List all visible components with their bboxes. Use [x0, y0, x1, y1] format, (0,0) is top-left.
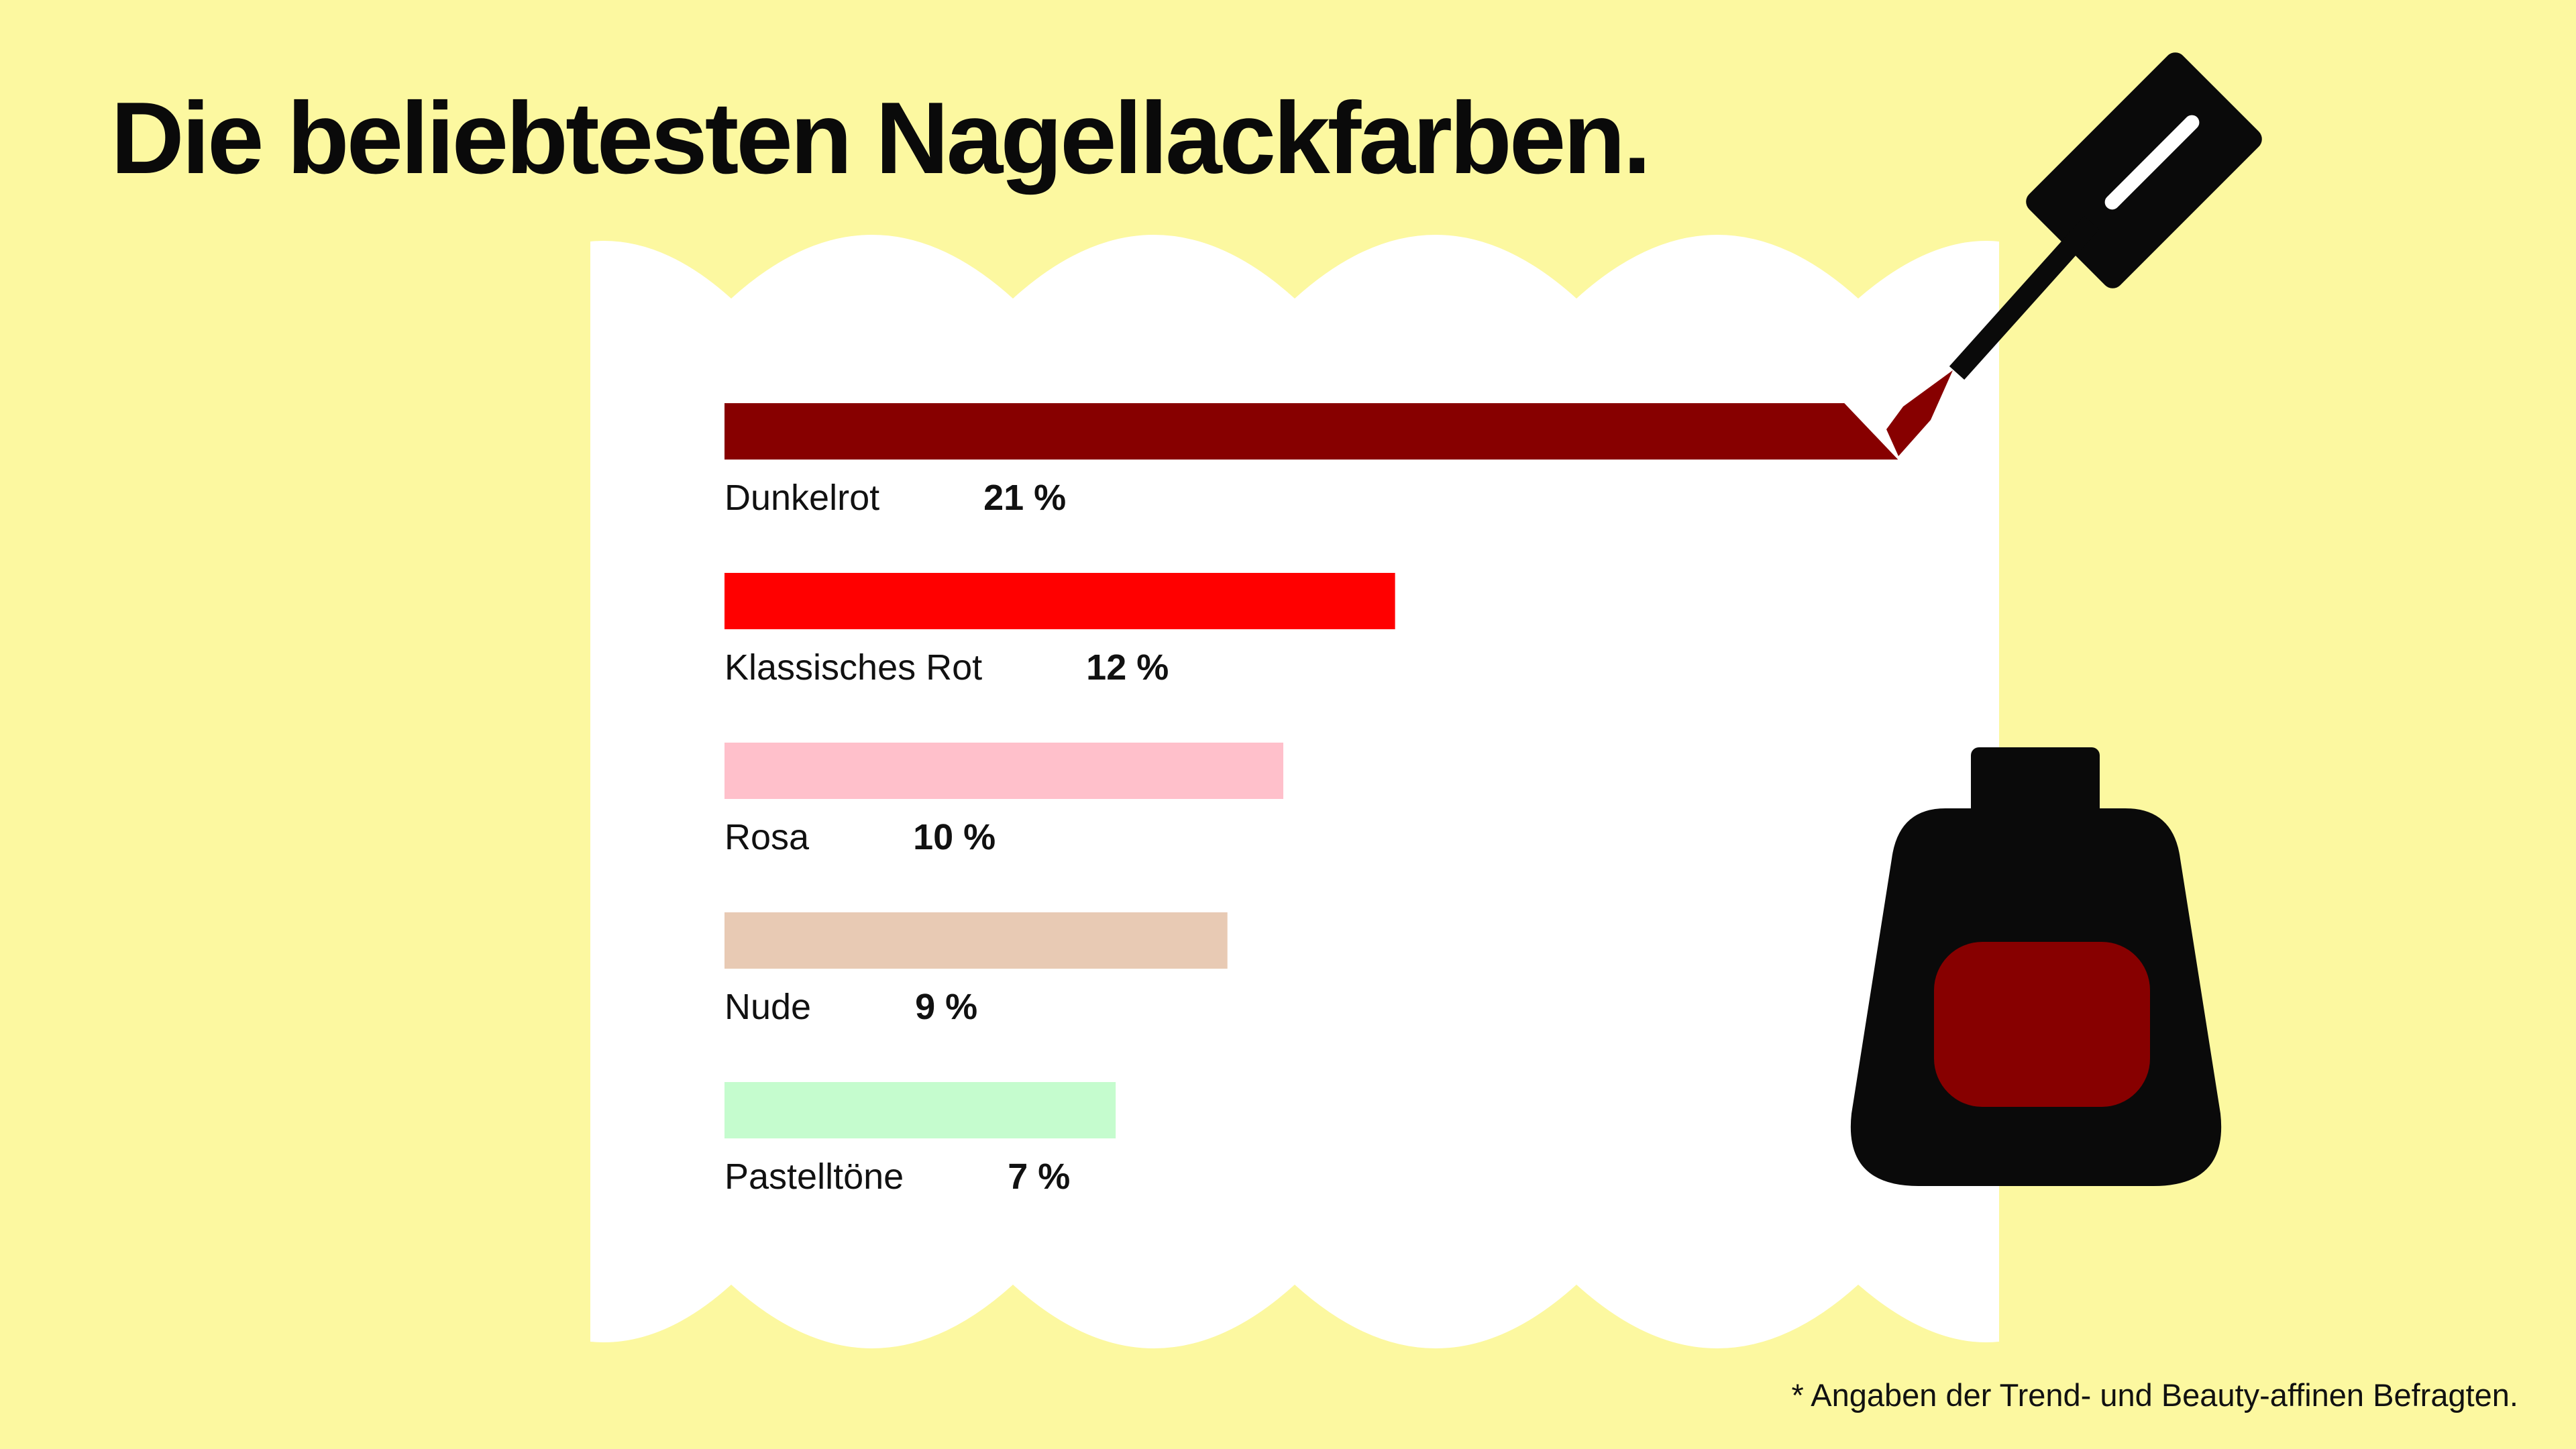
category-label: Dunkelrot	[724, 478, 879, 518]
nail-polish-brush-icon	[1886, 52, 2262, 456]
bar-5	[724, 1082, 1116, 1138]
bar-2	[724, 573, 1395, 629]
value-label: 12 %	[1086, 647, 1169, 688]
category-label: Rosa	[724, 817, 810, 857]
value-label: 9 %	[915, 987, 977, 1027]
label-group: Dunkelrot 21 % Klassisches Rot 12 % Rosa 10 %…	[724, 478, 1169, 1197]
category-label: Pastelltöne	[724, 1157, 904, 1197]
value-label: 21 %	[983, 478, 1066, 518]
bar-4	[724, 912, 1228, 969]
bar-1	[724, 403, 1898, 460]
value-label: 7 %	[1008, 1157, 1070, 1197]
value-label: 10 %	[913, 817, 996, 857]
paper-background	[590, 235, 1999, 1348]
bar-3	[724, 743, 1283, 799]
bar-group	[724, 403, 1898, 1138]
nail-polish-bottle-icon	[1850, 747, 2222, 1186]
category-label: Klassisches Rot	[724, 647, 982, 688]
chart-title: Die beliebtesten Nagellackfarben.	[111, 81, 1651, 195]
category-label: Nude	[724, 987, 811, 1027]
footnote: * Angaben der Trend- und Beauty-affinen …	[1791, 1377, 2518, 1413]
